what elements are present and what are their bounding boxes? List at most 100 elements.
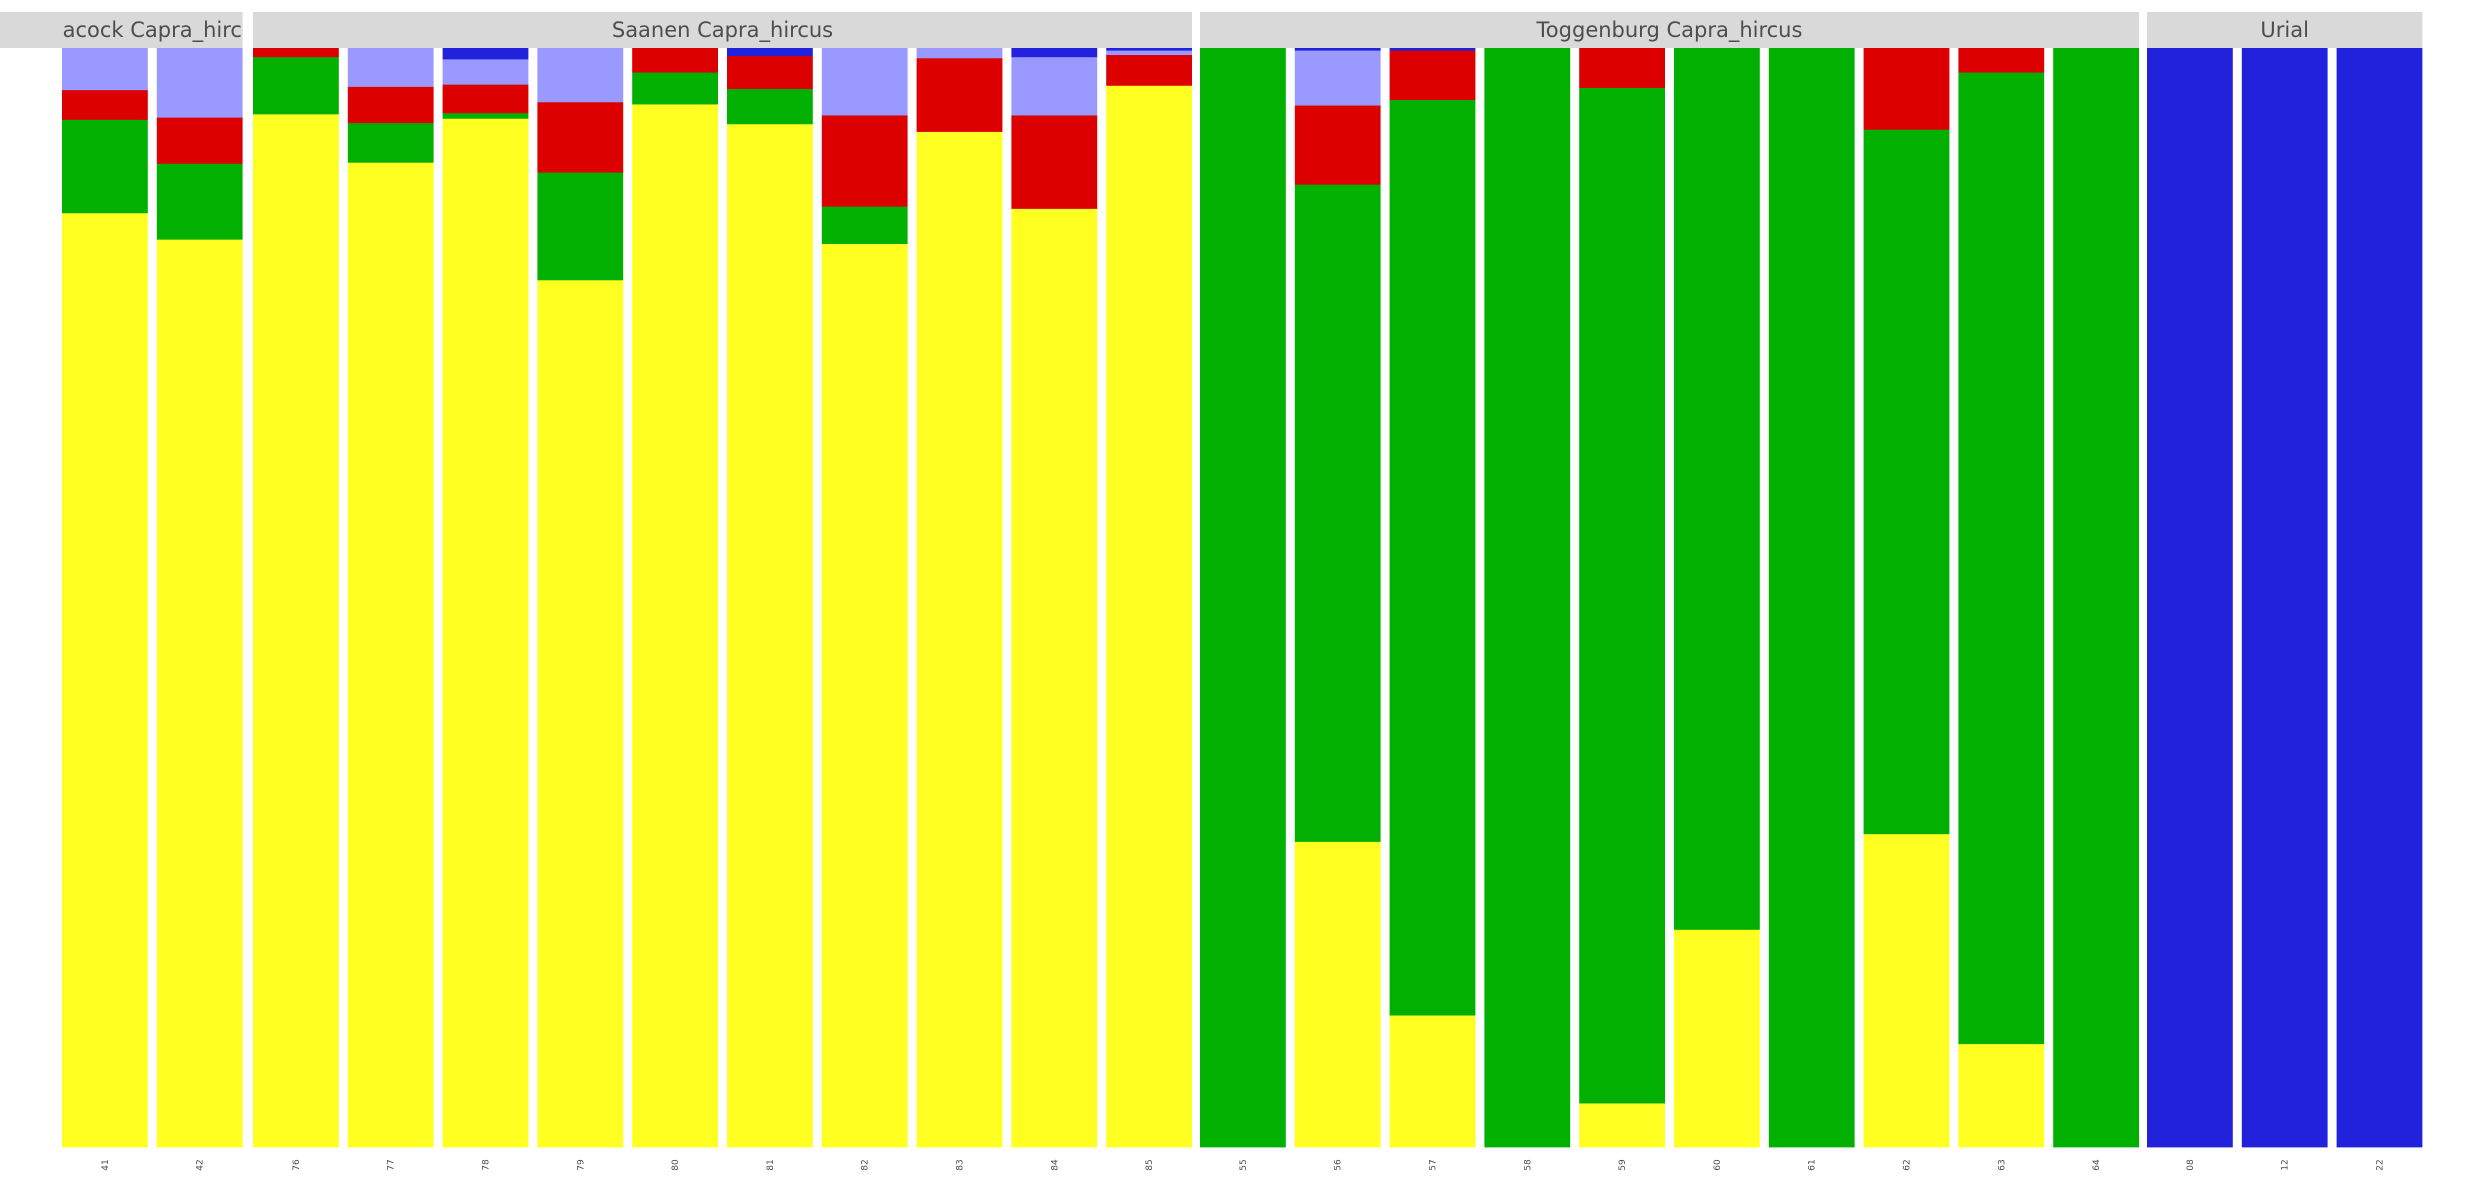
- x-tick-label: 63: [1997, 1159, 2007, 1170]
- bar-segment-78-k2: [442, 112, 529, 119]
- bar-segment-82-k4: [821, 48, 908, 116]
- bar-segment-57-k5: [1389, 48, 1476, 51]
- x-tick-label: 57: [1429, 1159, 1439, 1170]
- bar-segment-57-k2: [1389, 99, 1476, 1016]
- bar-segment-56-k1: [1294, 841, 1381, 1148]
- bar-segment-63-k3: [1958, 48, 2045, 73]
- facet-label: Urial: [2260, 18, 2309, 42]
- bar-segment-83-k1: [916, 131, 1003, 1148]
- bar-segment-84-k4: [1011, 56, 1098, 116]
- x-tick-label: 61: [1808, 1159, 1818, 1170]
- bar-segment-84-k1: [1011, 208, 1098, 1148]
- bar-segment-78-k1: [442, 118, 529, 1148]
- panel-55: Toggenburg Capra_hircus 55 56 57 58 59 60 61 62 6…: [1200, 12, 2139, 1171]
- x-tick-label: 83: [956, 1159, 966, 1170]
- bar-segment-79-k3: [537, 101, 624, 173]
- bar-segment-85-k5: [1106, 48, 1192, 51]
- x-tick-label: 77: [387, 1159, 397, 1170]
- bar-segment-55-k2: [1200, 48, 1286, 1148]
- bar-segment-79-k1: [537, 279, 624, 1148]
- bar-segment-62-k3: [1863, 48, 1950, 130]
- bar-segment-56-k5: [1294, 48, 1381, 51]
- bar-segment-41-k2: [62, 119, 148, 214]
- bar-segment-56-k4: [1294, 50, 1381, 106]
- bar-segment-81-k5: [727, 48, 813, 57]
- x-tick-label: 64: [2092, 1159, 2102, 1171]
- bar-segment-78-k5: [442, 48, 529, 60]
- bar-segment-79-k2: [537, 172, 624, 281]
- bar-segment-80-k2: [632, 72, 718, 105]
- bar-segment-63-k2: [1958, 72, 2045, 1045]
- bar-segment-60-k2: [1674, 48, 1760, 930]
- bar-segment-41-k1: [62, 212, 148, 1148]
- bar-segment-78-k3: [442, 84, 529, 114]
- bar-segment-57-k3: [1389, 50, 1476, 101]
- bar-segment-64-k2: [2053, 48, 2139, 1148]
- bar-segment-08-k5: [2147, 48, 2233, 1148]
- bar-segment-61-k2: [1768, 48, 1855, 1148]
- bar-segment-80-k3: [632, 48, 718, 73]
- x-tick-label: 78: [482, 1159, 492, 1171]
- x-tick-label: 55: [1239, 1159, 1249, 1170]
- x-tick-label: 08: [2186, 1159, 2196, 1171]
- bar-segment-42-k2: [156, 163, 243, 240]
- bar-segment-80-k1: [632, 104, 718, 1148]
- bar-segment-77-k3: [347, 86, 434, 124]
- facet-strip: [0, 12, 243, 48]
- x-tick-label: 60: [1713, 1159, 1723, 1171]
- bar-segment-84-k5: [1011, 48, 1098, 58]
- bar-segment-42-k1: [156, 239, 243, 1148]
- x-tick-label: 59: [1618, 1159, 1628, 1171]
- x-tick-label: 84: [1050, 1159, 1060, 1171]
- bar-segment-76-k3: [253, 48, 339, 58]
- bar-segment-82-k1: [821, 243, 908, 1148]
- facet-strip: [2147, 12, 2423, 48]
- bar-segment-56-k2: [1294, 184, 1381, 842]
- bar-segment-62-k2: [1863, 129, 1950, 835]
- x-tick-label: 80: [671, 1159, 681, 1171]
- bar-segment-83-k4: [916, 48, 1003, 59]
- x-tick-label: 81: [766, 1159, 776, 1170]
- bar-segment-85-k3: [1106, 54, 1192, 86]
- facet-strip: [253, 12, 1192, 48]
- bar-segment-85-k1: [1106, 85, 1192, 1148]
- x-tick-label: 79: [576, 1159, 586, 1171]
- bar-segment-81-k1: [727, 123, 813, 1148]
- bar-segment-76-k1: [253, 113, 339, 1148]
- bar-segment-58-k2: [1484, 48, 1571, 1148]
- bar-segment-77-k4: [347, 48, 434, 87]
- bar-segment-81-k3: [727, 55, 813, 90]
- x-tick-label: 62: [1903, 1159, 1913, 1170]
- bar-segment-59-k3: [1579, 48, 1665, 88]
- panel-41: acock Capra_hirc 41 42: [0, 12, 243, 1171]
- bar-segment-77-k2: [347, 122, 434, 163]
- x-tick-label: 22: [2376, 1159, 2386, 1170]
- bar-segment-59-k2: [1579, 87, 1665, 1104]
- bar-segment-85-k4: [1106, 50, 1192, 55]
- bar-segment-60-k1: [1674, 929, 1760, 1148]
- facet-label: Toggenburg Capra_hircus: [1536, 18, 1803, 43]
- x-tick-label: 58: [1523, 1159, 1533, 1171]
- x-tick-label: 41: [101, 1159, 111, 1170]
- bar-segment-78-k4: [442, 58, 529, 85]
- facet-label: Saanen Capra_hircus: [612, 18, 833, 43]
- bar-segment-82-k2: [821, 206, 908, 245]
- bar-segment-81-k2: [727, 88, 813, 125]
- bar-segment-57-k1: [1389, 1015, 1476, 1148]
- bar-segment-56-k3: [1294, 105, 1381, 185]
- bar-segment-42-k4: [156, 48, 243, 118]
- bar-segment-22-k5: [2336, 48, 2423, 1148]
- x-tick-label: 56: [1334, 1159, 1344, 1171]
- bar-segment-79-k4: [537, 48, 624, 103]
- x-tick-label: 76: [292, 1159, 302, 1171]
- bar-segment-82-k3: [821, 115, 908, 207]
- x-tick-label: 12: [2281, 1159, 2291, 1170]
- bar-segment-77-k1: [347, 162, 434, 1148]
- bar-segment-59-k1: [1579, 1103, 1665, 1148]
- panel-08: Urial 08 12 22: [2147, 12, 2423, 1171]
- x-tick-label: 82: [861, 1159, 871, 1170]
- panel-76: Saanen Capra_hircus 76 77 78 79 80 81 82 83 84 85: [253, 12, 1192, 1171]
- x-tick-label: 85: [1145, 1159, 1155, 1170]
- facet-label: acock Capra_hirc: [63, 18, 242, 43]
